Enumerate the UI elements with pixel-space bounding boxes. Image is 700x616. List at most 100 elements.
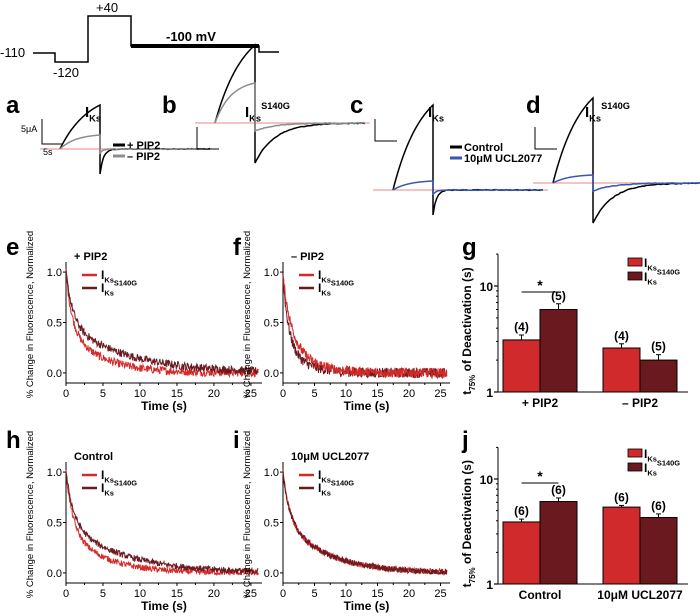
panel-letter: d [526, 92, 541, 119]
series-line-iks-s140g [282, 275, 448, 379]
n-label: (6) [651, 499, 666, 513]
y-tick-label: 0.0 [47, 368, 62, 380]
n-label: (6) [514, 504, 529, 518]
x-tick-label: 25 [434, 388, 446, 400]
scale-bar [196, 127, 219, 150]
x-tick-label: 25 [245, 388, 257, 400]
legend-swatch [627, 448, 643, 458]
y-tick-label: 1.0 [47, 267, 62, 279]
bar-iks [502, 339, 541, 393]
y-axis-label: t75% of Deactivation (s) [460, 460, 477, 587]
bar-iks [602, 506, 641, 585]
x-tick-label: 5 [100, 588, 106, 600]
legend-label-text: IKsS140G [318, 478, 354, 497]
label-sub: Ks [104, 476, 114, 485]
series-line-iks [65, 469, 259, 576]
x-axis-label: Time (s) [141, 599, 187, 613]
bar-iks-s140g [539, 501, 578, 585]
n-label: (4) [514, 320, 529, 334]
y-axis-label: % Change in Fluorescence, Normalized [242, 231, 253, 398]
legend-label: IKs [101, 268, 114, 285]
label-sub: Ks [321, 476, 331, 485]
x-tick-label: 10 [340, 588, 352, 600]
y-tick-label: 0.0 [47, 568, 62, 580]
series-line-iks-s140g [65, 268, 259, 376]
label-sub: Ks [647, 455, 657, 464]
protocol-pre-label: -120 [53, 65, 79, 80]
trace-primary [552, 96, 700, 224]
label-sub: Ks [432, 114, 444, 124]
label-sup: S140G [114, 278, 137, 287]
legend-label: IKsS140G [318, 278, 354, 297]
label-sub: Ks [89, 114, 101, 124]
significance-star: * [537, 468, 543, 484]
bar-iks [502, 521, 541, 585]
panel-letter: a [6, 92, 20, 119]
n-label: (5) [651, 340, 666, 354]
legend-label: IKs [644, 256, 657, 273]
series-line-iks [282, 276, 448, 380]
panel-letter: f [233, 234, 242, 261]
legend-label-text: IKsS140G [644, 267, 680, 286]
y-label-sub: 75% [468, 375, 477, 391]
label-sub: Ks [321, 289, 331, 298]
y-tick-label: 1 [486, 386, 493, 400]
x-tick-label: 10 [340, 388, 352, 400]
label-base: I [318, 281, 321, 295]
y-tick-label: 10 [480, 280, 494, 294]
x-tick-label: 5 [311, 588, 317, 600]
y-label-t: t [460, 391, 474, 395]
legend-label: IKs [318, 468, 331, 485]
trace-panel-b: b IKsS140G [162, 43, 370, 164]
label-base: I [318, 468, 321, 482]
y-axis-label: % Change in Fluorescence, Normalized [25, 231, 36, 398]
x-tick-label: 15 [171, 388, 183, 400]
label-sup: S140G [601, 101, 630, 111]
protocol-step-label: +40 [96, 0, 118, 15]
n-label: (6) [551, 483, 566, 497]
legend-label: IKs [101, 468, 114, 485]
label-base: I [428, 104, 432, 121]
label-sub: Ks [321, 489, 331, 498]
bar-iks [602, 347, 641, 393]
y-tick-label: 0.5 [47, 518, 62, 530]
x-tick-label: 0 [280, 388, 286, 400]
label-sub: Ks [104, 489, 114, 498]
trace-title: IKsS140G [585, 101, 630, 124]
panel-letter: g [462, 234, 477, 261]
legend-label: IKs [644, 447, 657, 464]
label-sub: Ks [647, 264, 657, 273]
x-tick-label: 0 [63, 588, 69, 600]
x-tick-label: 15 [171, 588, 183, 600]
trace-title: IKsS140G [245, 101, 290, 124]
trace-panel-d: d IKsS140G [526, 92, 700, 224]
label-sub: Ks [104, 276, 114, 285]
x-axis-label: Time (s) [344, 599, 390, 613]
panel-letter: h [6, 427, 21, 454]
label-base: I [318, 268, 321, 282]
trace-title-text: IKs [428, 104, 444, 124]
protocol-hold-label: -110 [0, 45, 25, 60]
legend-label: + PIP2 [127, 140, 160, 152]
y-label-rest: of Deactivation (s) [460, 267, 474, 374]
legend-label-text: IKs [318, 468, 331, 485]
legend-label: IKsS140G [644, 267, 680, 286]
x-tick-label: 15 [371, 588, 383, 600]
label-base: I [585, 104, 589, 121]
series-line-iks-s140g [65, 472, 259, 576]
x-tick-label: 0 [63, 388, 69, 400]
bar-iks-s140g [639, 516, 678, 585]
label-sup: S140G [657, 458, 680, 467]
x-tick-label: 5 [100, 388, 106, 400]
y-tick-label: 10 [480, 473, 494, 487]
panel-letter: b [162, 92, 177, 119]
legend-swatch [627, 462, 643, 472]
n-label: (5) [551, 289, 566, 303]
x-tick-label: 20 [208, 588, 220, 600]
chart-panel-f: f – PIP2 0 5 10 15 20 25 0.0 0.5 1.0 Time (s) % Chan… [233, 231, 450, 413]
chart-panel-i: i 10μM UCL2077 0 5 10 15 20 25 0.0 0.5 1.0 Time (s)… [233, 427, 450, 613]
legend-label: IKsS140G [318, 478, 354, 497]
